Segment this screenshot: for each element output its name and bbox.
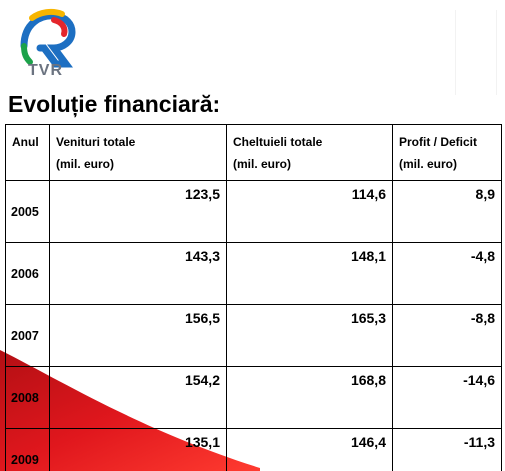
revenue-cell: 154,2: [49, 366, 227, 429]
profit-cell: -4,8: [392, 242, 502, 305]
profit-cell: -8,8: [392, 304, 502, 367]
financial-table: Anul Venituri totale (mil. euro) Cheltui…: [5, 124, 502, 471]
table-row: 2006 143,3 148,1 -4,8: [5, 242, 502, 305]
profit-cell: -14,6: [392, 366, 502, 429]
profit-cell: -11,3: [392, 428, 502, 471]
expenses-cell: 148,1: [226, 242, 393, 305]
year-cell: 2006: [5, 242, 50, 305]
revenue-cell: 123,5: [49, 180, 227, 243]
profit-cell: 8,9: [392, 180, 502, 243]
header-year: Anul: [5, 124, 50, 181]
table-row: 2005 123,5 114,6 8,9: [5, 180, 502, 243]
table-row: 2009 135,1 146,4 -11,3: [5, 428, 502, 471]
revenue-cell: 143,3: [49, 242, 227, 305]
table-row: 2007 156,5 165,3 -8,8: [5, 304, 502, 367]
year-cell: 2008: [5, 366, 50, 429]
year-cell: 2009: [5, 428, 50, 471]
year-cell: 2007: [5, 304, 50, 367]
page-title: Evoluție financiară:: [8, 91, 221, 117]
revenue-cell: 156,5: [49, 304, 227, 367]
decorative-panel: [455, 10, 497, 95]
expenses-cell: 165,3: [226, 304, 393, 367]
header-profit: Profit / Deficit (mil. euro): [392, 124, 502, 181]
tvr-logo: [20, 8, 76, 68]
expenses-cell: 114,6: [226, 180, 393, 243]
table-row: 2008 154,2 168,8 -14,6: [5, 366, 502, 429]
header-revenue: Venituri totale (mil. euro): [49, 124, 227, 181]
table-header-row: Anul Venituri totale (mil. euro) Cheltui…: [5, 124, 502, 181]
expenses-cell: 146,4: [226, 428, 393, 471]
year-cell: 2005: [5, 180, 50, 243]
tvr-logo-text: TVR: [28, 62, 63, 79]
expenses-cell: 168,8: [226, 366, 393, 429]
header-expenses: Cheltuieli totale (mil. euro): [226, 124, 393, 181]
revenue-cell: 135,1: [49, 428, 227, 471]
